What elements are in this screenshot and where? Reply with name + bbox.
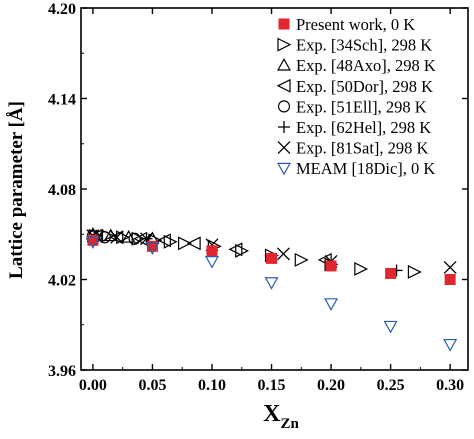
data-point — [109, 230, 124, 245]
data-point — [146, 240, 158, 252]
data-point — [443, 260, 457, 274]
y-tick-label: 4.14 — [48, 92, 76, 109]
x-axis-label: XZn — [263, 401, 299, 432]
data-point — [121, 230, 136, 243]
legend-marker — [277, 141, 291, 155]
data-point — [407, 264, 422, 279]
legend-label: Exp. [48Axo], 298 K — [296, 56, 436, 75]
data-point — [266, 252, 278, 264]
data-point — [264, 277, 279, 290]
x-tick-label: 0.20 — [317, 377, 345, 394]
data-point — [294, 252, 309, 267]
data-point — [228, 242, 243, 257]
legend-marker — [276, 162, 292, 176]
ticks-layer: 0.00 0.05 0.10 0.15 0.20 0.25 0.30 3.96 4.02 4.08… — [48, 1, 468, 394]
data-point — [87, 234, 99, 246]
legend-label: Exp. [50Dor], 298 K — [296, 77, 433, 96]
x-tick-label: 0.00 — [79, 377, 107, 394]
data-point — [385, 267, 397, 279]
y-tick-label: 4.20 — [48, 1, 76, 18]
legend-marker — [278, 18, 290, 30]
legend-marker — [278, 121, 290, 133]
legend-marker — [277, 37, 292, 52]
x-tick-label: 0.10 — [198, 377, 226, 394]
data-point — [186, 236, 201, 251]
x-tick-label: 0.05 — [138, 377, 166, 394]
legend-marker — [276, 57, 292, 71]
data-point — [443, 338, 458, 352]
x-axis-label-main: X — [263, 401, 281, 427]
y-tick-label: 4.02 — [48, 273, 76, 290]
y-tick-label: 3.96 — [48, 363, 76, 380]
x-axis-label-sub: Zn — [280, 416, 299, 432]
data-point — [85, 236, 100, 250]
legend-label: Exp. [81Sat], 298 K — [296, 139, 429, 158]
data-point — [383, 320, 398, 334]
legend-marker — [276, 78, 291, 93]
data-point — [128, 232, 141, 245]
data-layer — [85, 227, 458, 352]
data-point — [325, 260, 337, 272]
data-point — [317, 252, 332, 267]
data-point — [206, 245, 218, 257]
legend-label: MEAM [18Dic], 0 K — [296, 159, 435, 178]
data-point — [177, 236, 192, 251]
legend-label: Exp. [62Hel], 298 K — [296, 118, 431, 137]
data-point — [157, 233, 171, 248]
legend-marker — [277, 100, 291, 113]
y-axis-label: Lattice parameter [Å] — [6, 101, 27, 279]
data-point — [324, 298, 339, 311]
data-point — [276, 247, 290, 261]
data-point — [145, 242, 160, 256]
data-point — [354, 261, 369, 276]
legend-label: Present work, 0 K — [296, 15, 415, 34]
x-tick-label: 0.25 — [377, 377, 405, 394]
y-tick-label: 4.08 — [48, 182, 76, 199]
x-tick-label: 0.30 — [436, 377, 464, 394]
data-point — [444, 274, 456, 285]
data-point — [110, 230, 124, 244]
legend-label: Exp. [51Ell], 298 K — [296, 97, 427, 116]
data-point — [204, 256, 220, 269]
x-tick-label: 0.15 — [258, 377, 286, 394]
legend-label: Exp. [34Sch], 298 K — [296, 36, 432, 55]
